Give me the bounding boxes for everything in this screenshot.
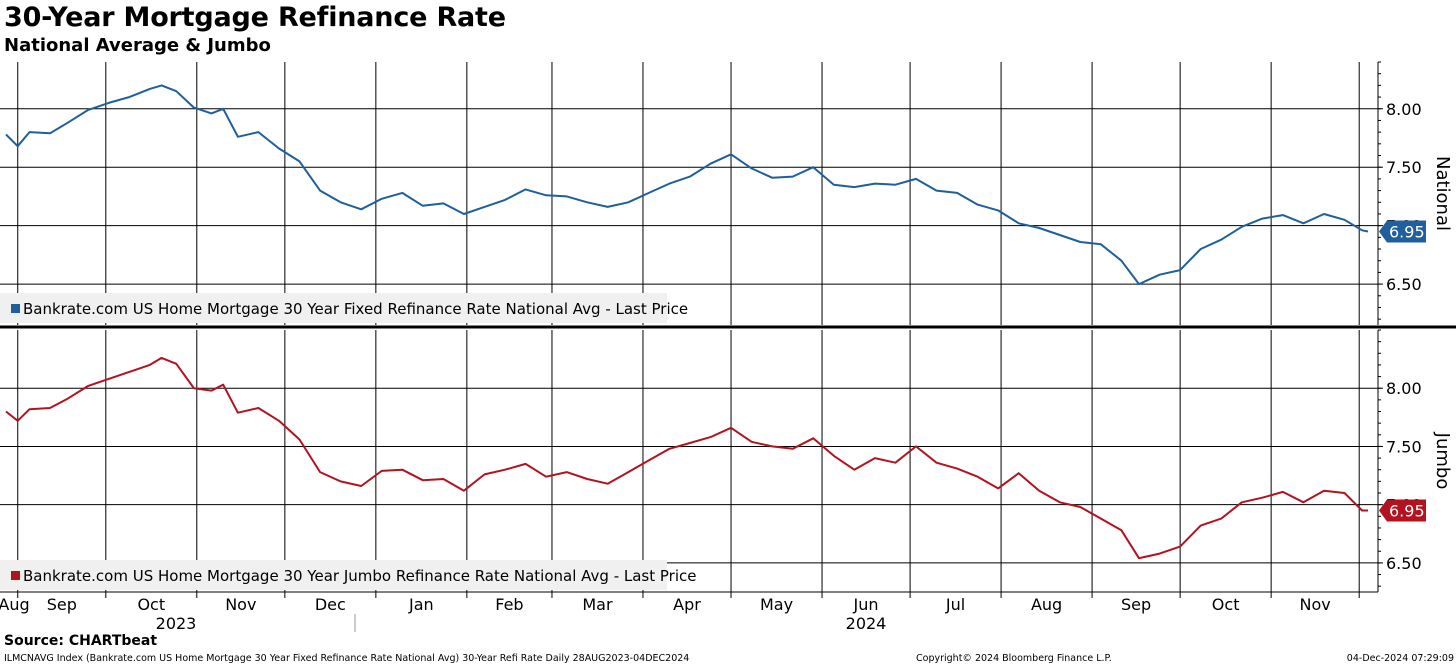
x-month-label: Apr [673,595,701,614]
chart-title: 30-Year Mortgage Refinance Rate [4,2,506,33]
jumbo-legend-label: Bankrate.com US Home Mortgage 30 Year Ju… [23,567,696,585]
national-ytick-label: 7.50 [1386,158,1422,177]
x-month-label: Mar [582,595,613,614]
x-month-label: Oct [137,595,165,614]
jumbo-ytick-label: 8.00 [1386,379,1422,398]
x-month-label: Oct [1212,595,1240,614]
national-legend-box [0,293,667,323]
x-month-label: Jan [408,595,434,614]
jumbo-axis-title: Jumbo [1432,432,1453,490]
national-legend-swatch [11,304,20,313]
x-month-label: Feb [495,595,523,614]
x-month-label: Aug [1031,595,1062,614]
national-ytick-label: 6.50 [1386,275,1422,294]
x-month-label: Jun [853,595,879,614]
jumbo-legend-box [0,560,667,590]
national-ytick-label: 8.00 [1386,100,1422,119]
chart-subtitle: National Average & Jumbo [4,35,271,56]
x-month-label: Dec [315,595,346,614]
jumbo-ytick-label: 6.50 [1386,554,1422,573]
footer-timestamp: 04-Dec-2024 07:29:09 [1346,653,1454,664]
x-month-label: Nov [225,595,256,614]
x-month-label: Nov [1300,595,1331,614]
national-last-price-marker [1379,220,1426,243]
jumbo-last-price-label: 6.95 [1389,501,1425,520]
national-axis-title: National [1432,156,1453,231]
x-month-label: Jul [945,595,965,614]
footer-index-description: ILMCNAVG Index (Bankrate.com US Home Mor… [4,653,690,664]
x-year-label-2024: 2024 [846,614,887,633]
national-legend-label: Bankrate.com US Home Mortgage 30 Year Fi… [23,300,688,318]
x-month-label: Sep [47,595,77,614]
footer-copyright: Copyright© 2024 Bloomberg Finance L.P. [916,653,1112,664]
x-year-label-2023: 2023 [156,614,197,633]
jumbo-ytick-label: 7.50 [1386,437,1422,456]
national-series-line [5,84,1369,286]
source-label: Source: CHARTbeat [4,633,158,649]
jumbo-last-price-marker [1379,499,1426,522]
x-month-label: May [760,595,793,614]
jumbo-series-line [5,356,1368,560]
x-month-label: Aug [0,595,30,614]
x-month-label: Sep [1121,595,1151,614]
jumbo-legend-swatch [11,571,20,580]
national-last-price-label: 6.95 [1389,222,1425,241]
